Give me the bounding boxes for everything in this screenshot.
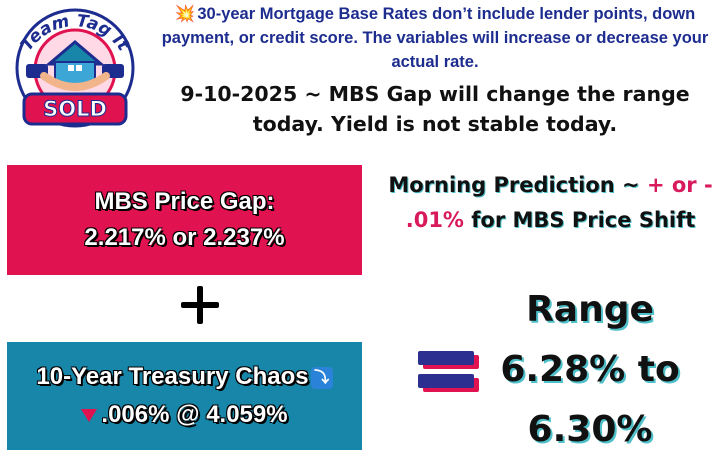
treasury-chaos-box: 10-Year Treasury Chaos ⤵ .006% @ 4.059% [7,342,362,450]
plus-icon [180,285,220,325]
prediction-text-end: for MBS Price Shift [463,208,696,232]
disclaimer-text: 30-year Mortgage Base Rates don’t includ… [161,5,709,71]
red-triangle-down-icon [81,409,98,423]
mbs-price-gap-box: MBS Price Gap: 2.217% or 2.237% [7,165,362,275]
treasury-box-title-row: 10-Year Treasury Chaos ⤵ [36,358,333,396]
collision-icon: 💥 [174,5,196,23]
range-high-value: 6.30% [527,409,653,450]
equals-bar-top [418,351,474,365]
mbs-box-value: 2.217% or 2.237% [84,224,285,251]
equals-icon [418,348,480,394]
range-low-value: 6.28% to [500,349,680,390]
prediction-text-start: Morning Prediction ~ [388,173,647,197]
daily-headline: 9-10-2025 ~ MBS Gap will change the rang… [180,82,690,136]
rate-range: Range 6.28% to 6.30% [490,280,690,460]
treasury-box-title: 10-Year Treasury Chaos [36,363,309,390]
treasury-box-value: .006% @ 4.059% [101,401,288,428]
right-arrow-curving-down-icon: ⤵ [310,366,333,389]
logo-badge-text: SOLD [43,97,107,121]
morning-prediction: Morning Prediction ~ + or - .01% for MBS… [378,168,723,238]
rate-disclaimer: 💥 30-year Mortgage Base Rates don’t inclu… [150,2,720,74]
prediction-highlight: + or - .01% [405,173,713,232]
logo-graphic: Team Tag It SOLD [15,8,135,128]
range-label: Range [526,289,654,330]
mbs-box-title: MBS Price Gap: [94,188,275,215]
team-tag-it-logo: Team Tag It SOLD [4,2,146,130]
treasury-box-value-row: .006% @ 4.059% [81,396,288,434]
equals-bar-bottom [418,374,474,388]
